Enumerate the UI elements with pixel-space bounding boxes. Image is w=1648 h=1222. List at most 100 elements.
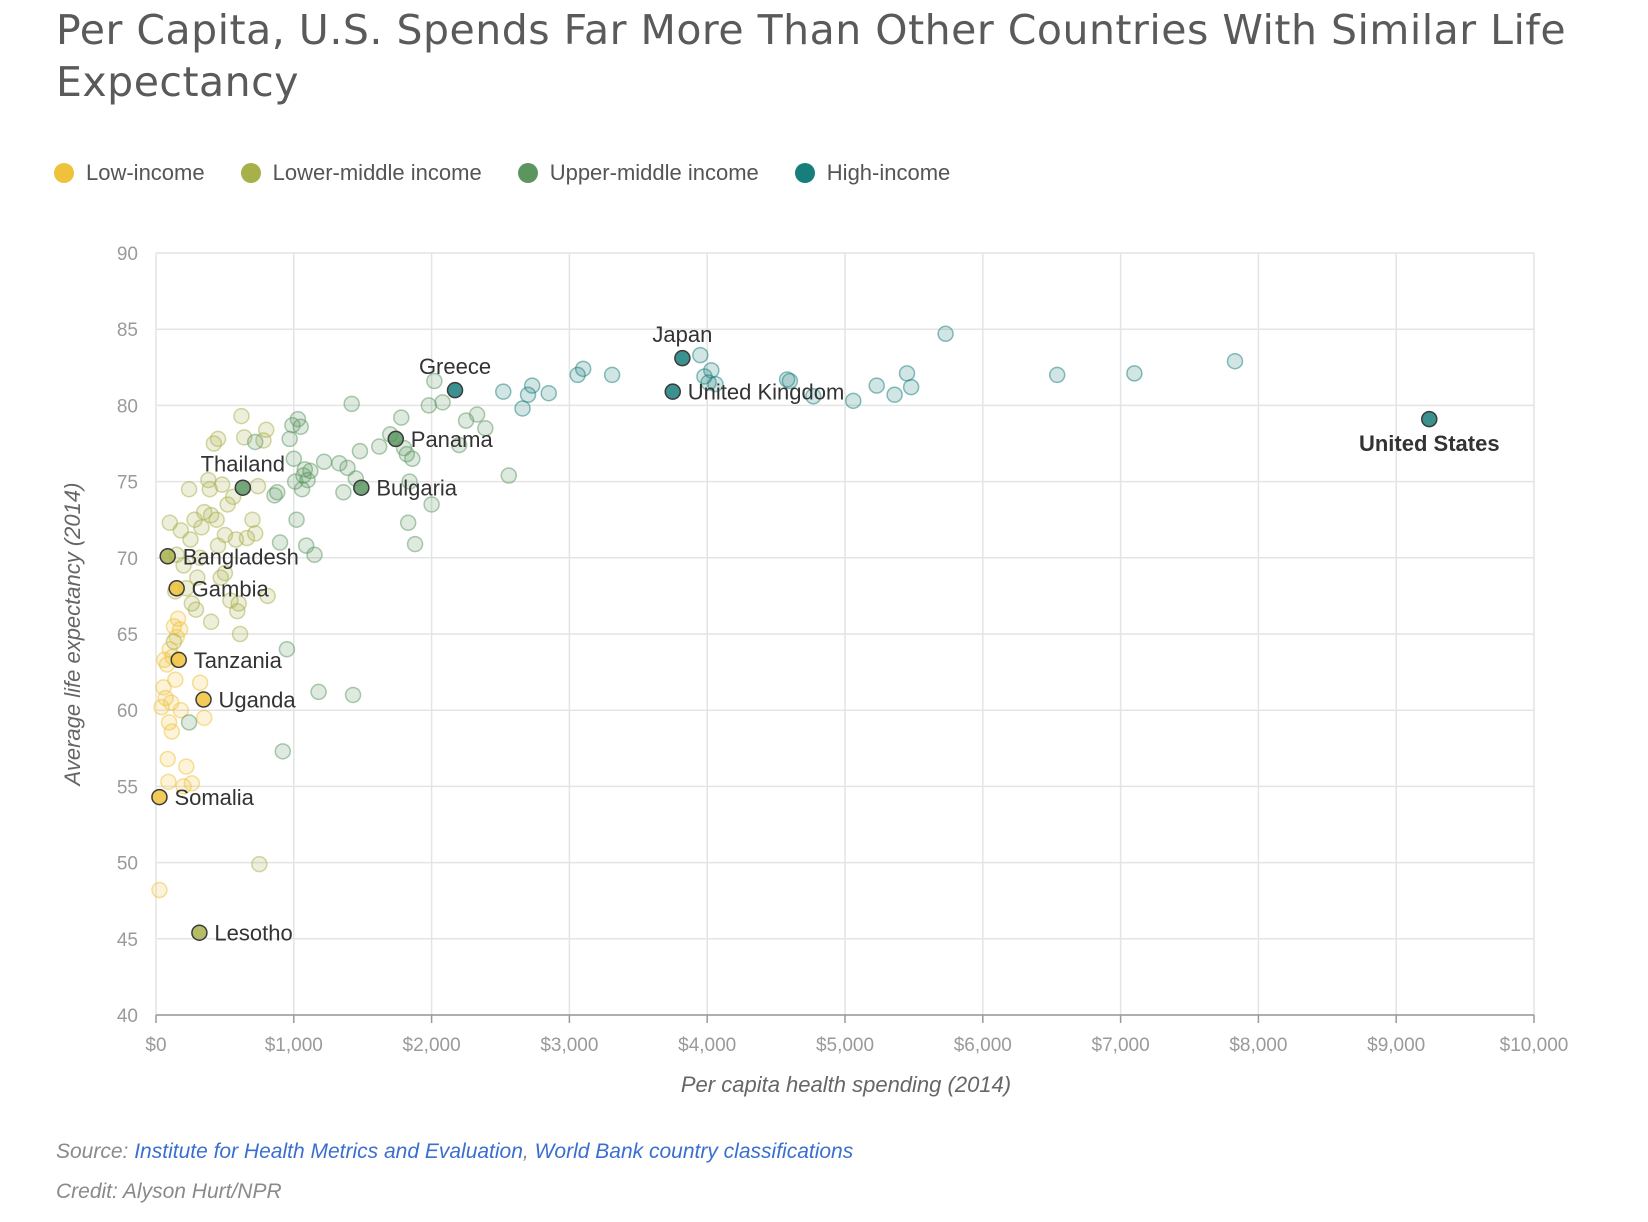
country-label-somalia: Somalia	[174, 785, 254, 810]
data-point-high-income	[514, 400, 531, 417]
data-point-lower-middle-income	[246, 525, 264, 542]
data-point-upper-middle-income	[370, 438, 388, 455]
data-point-upper-middle-income	[288, 511, 305, 528]
data-point-lower-middle-income	[182, 531, 199, 548]
x-tick-label: $3,000	[540, 1035, 598, 1056]
source-link-ihme[interactable]: Institute for Health Metrics and Evaluat…	[134, 1140, 523, 1163]
data-point-high-income	[519, 386, 537, 403]
legend-item-low-income: Low-income	[54, 160, 205, 186]
data-point-lower-middle-income	[213, 476, 231, 493]
legend-label-upper-middle-income: Upper-middle income	[549, 160, 759, 185]
source-separator: ,	[522, 1140, 529, 1163]
data-point-upper-middle-income	[434, 394, 451, 411]
data-point-upper-middle-income	[404, 450, 421, 467]
credit-line: Credit: Alyson Hurt/NPR	[56, 1180, 282, 1203]
footer: Source: Institute for Health Metrics and…	[56, 1138, 853, 1218]
data-point-high-income	[1048, 366, 1066, 384]
legend-item-upper-middle-income: Upper-middle income	[517, 160, 759, 186]
data-point-lower-middle-income	[165, 633, 183, 650]
source-line: Source: Institute for Health Metrics and…	[56, 1138, 853, 1178]
data-point-high-income	[781, 372, 799, 390]
data-point-lower-middle-income	[202, 613, 220, 631]
legend-swatch-high-income	[794, 163, 815, 183]
data-point-upper-middle-income	[351, 442, 369, 460]
x-tick-label: $9,000	[1367, 1035, 1425, 1056]
data-point-upper-middle-income	[285, 450, 303, 467]
data-point-high-income	[845, 392, 862, 410]
y-tick-label: 70	[117, 549, 138, 570]
data-point-upper-middle-income	[399, 514, 417, 531]
data-point-upper-middle-income	[393, 409, 410, 426]
data-point-lower-middle-income	[259, 587, 276, 605]
data-point-upper-middle-income	[246, 433, 264, 451]
country-label-bangladesh: Bangladesh	[183, 544, 299, 569]
data-point-high-income	[703, 362, 720, 379]
legend-item-lower-middle-income: Lower-middle income	[240, 160, 482, 186]
data-point-low-income	[167, 671, 184, 688]
highlight-point-panama	[387, 430, 405, 448]
data-point-low-income	[183, 775, 201, 792]
y-tick-label: 50	[117, 854, 138, 875]
data-point-upper-middle-income	[299, 471, 316, 489]
data-point-lower-middle-income	[191, 549, 209, 567]
x-tick-label: $8,000	[1229, 1035, 1287, 1056]
data-point-lower-middle-income	[229, 602, 246, 620]
highlight-point-greece	[446, 381, 464, 399]
data-point-upper-middle-income	[281, 430, 298, 448]
country-label-united-states: United States	[1359, 431, 1500, 456]
data-point-upper-middle-income	[426, 372, 443, 390]
highlight-point-somalia	[151, 788, 168, 806]
x-tick-label: $7,000	[1092, 1035, 1150, 1056]
country-label-bulgaria: Bulgaria	[376, 476, 457, 501]
data-point-upper-middle-income	[271, 534, 289, 551]
data-point-low-income	[195, 709, 213, 727]
y-tick-label: 65	[117, 625, 138, 646]
data-point-lower-middle-income	[209, 430, 227, 448]
highlight-point-gambia	[168, 580, 185, 597]
legend-label-lower-middle-income: Lower-middle income	[272, 160, 482, 185]
x-tick-label: $5,000	[816, 1035, 874, 1056]
data-point-lower-middle-income	[193, 519, 210, 536]
highlight-point-tanzania	[170, 651, 187, 669]
y-tick-label: 85	[117, 320, 138, 341]
scatter-chart: 40 45 50 55 60 65 70 75 80 85 90 $0 $1,000 $2,000 $3,0…	[60, 244, 1568, 1097]
country-label-panama: Panama	[411, 427, 494, 452]
data-point-upper-middle-income	[269, 484, 286, 501]
data-point-upper-middle-income	[500, 467, 518, 484]
data-point-low-income	[153, 698, 170, 716]
data-point-lower-middle-income	[189, 569, 206, 586]
data-point-high-income	[495, 383, 512, 400]
y-tick-label: 60	[117, 701, 138, 722]
data-point-high-income	[1226, 352, 1244, 370]
data-point-upper-middle-income	[406, 535, 424, 553]
x-tick-label: $0	[145, 1035, 166, 1056]
data-point-upper-middle-income	[339, 459, 356, 477]
legend-swatch-low-income	[54, 163, 74, 183]
country-label-united-kingdom: United Kingdom	[688, 380, 845, 405]
data-point-upper-middle-income	[420, 397, 438, 414]
country-label-gambia: Gambia	[192, 576, 270, 601]
data-point-high-income	[902, 378, 920, 396]
data-point-lower-middle-income	[233, 407, 250, 425]
data-point-lower-middle-income	[208, 511, 225, 528]
country-label-thailand: Thailand	[201, 452, 285, 477]
source-link-world-bank[interactable]: World Bank country classifications	[534, 1140, 854, 1163]
legend: Low-income Lower-middle income Upper-mid…	[54, 158, 986, 188]
data-point-upper-middle-income	[306, 546, 323, 564]
data-point-upper-middle-income	[180, 714, 198, 731]
data-point-upper-middle-income	[274, 743, 292, 760]
chart-title: Per Capita, U.S. Spends Far More Than Ot…	[56, 6, 1567, 106]
data-point-low-income	[160, 714, 178, 731]
data-point-low-income	[159, 750, 176, 768]
legend-label-low-income: Low-income	[86, 160, 205, 185]
x-tick-label: $6,000	[954, 1035, 1012, 1056]
data-point-upper-middle-income	[292, 418, 309, 435]
legend-label-high-income: High-income	[826, 160, 951, 185]
data-point-upper-middle-income	[302, 462, 319, 480]
data-point-upper-middle-income	[278, 640, 296, 658]
data-point-lower-middle-income	[244, 511, 261, 528]
source-label: Source:	[56, 1140, 129, 1163]
data-point-high-income	[707, 375, 724, 393]
data-point-high-income	[603, 366, 621, 384]
data-point-upper-middle-income	[310, 683, 327, 701]
